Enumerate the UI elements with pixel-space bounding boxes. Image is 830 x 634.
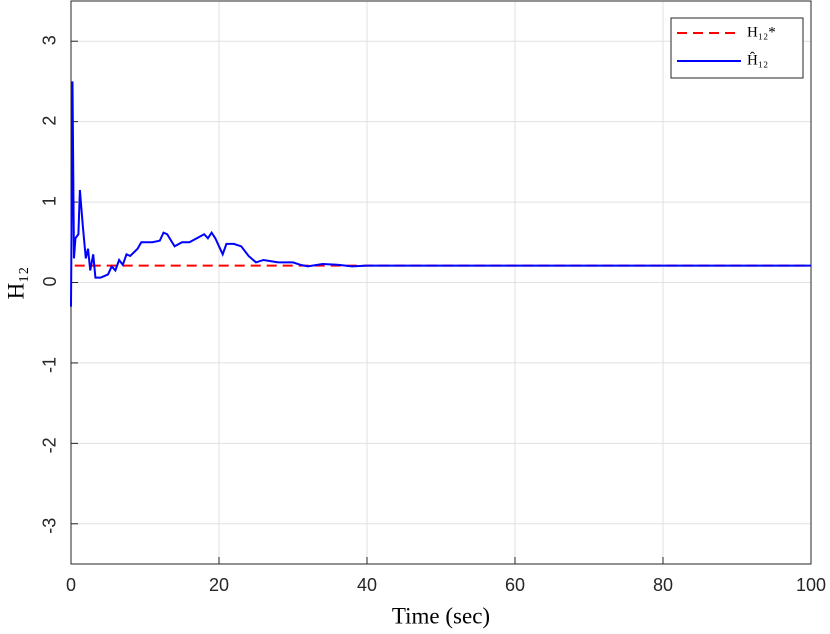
y-axis-label: H₁₂ <box>3 267 28 300</box>
x-tick-label: 100 <box>796 575 826 595</box>
legend-box <box>670 17 804 79</box>
y-tick-label: -2 <box>40 437 60 453</box>
y-tick-label: 0 <box>40 277 60 287</box>
x-tick-label: 20 <box>209 575 229 595</box>
legend-label: H₁₂* <box>747 24 776 40</box>
y-tick-label: 2 <box>40 116 60 126</box>
y-tick-label: 1 <box>40 196 60 206</box>
x-axis-label: Time (sec) <box>392 603 490 628</box>
y-tick-label: -1 <box>40 357 60 373</box>
legend-label: Ĥ₁₂ <box>747 51 768 68</box>
y-tick-label: 3 <box>40 35 60 45</box>
x-tick-label: 60 <box>505 575 525 595</box>
data-line <box>70 81 811 307</box>
y-tick-label: -3 <box>40 518 60 534</box>
x-tick-label: 0 <box>66 575 76 595</box>
x-tick-label: 40 <box>357 575 377 595</box>
x-tick-label: 80 <box>653 575 673 595</box>
